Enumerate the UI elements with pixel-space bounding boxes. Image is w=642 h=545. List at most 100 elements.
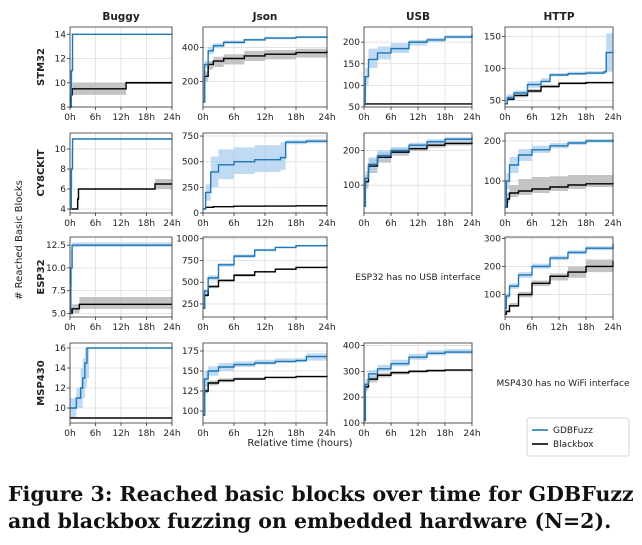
x-tick-label: 12h: [112, 323, 129, 333]
x-tick-label: 18h: [287, 219, 304, 229]
x-tick-label: 18h: [577, 323, 594, 333]
x-tick-label: 12h: [550, 113, 567, 123]
x-tick-label: 24h: [463, 429, 480, 439]
x-tick-label: 18h: [436, 219, 453, 229]
x-tick-label: 6h: [228, 113, 239, 123]
y-tick-label: 250: [182, 300, 199, 310]
series-line-blackbox: [70, 183, 172, 210]
x-tick-label: 6h: [526, 113, 537, 123]
panel-stm32-buggy: 0h 6h 12h 18h 24h 8 10 12 14: [55, 26, 181, 123]
y-tick-label: 250: [182, 183, 199, 193]
x-tick-label: 24h: [163, 429, 180, 439]
series-line-gdbfuzz: [70, 347, 172, 409]
x-tick-label: 24h: [318, 429, 335, 439]
x-tick-label: 24h: [604, 113, 621, 123]
x-tick-label: 6h: [385, 113, 396, 123]
legend-label-blackbox: Blackbox: [553, 440, 594, 450]
x-tick-label: 0h: [197, 429, 208, 439]
y-tick-label: 500: [182, 158, 199, 168]
series-line-gdbfuzz: [364, 34, 473, 106]
x-tick-label: 18h: [577, 219, 594, 229]
series-line-blackbox: [203, 50, 328, 103]
y-tick-label: 300: [484, 234, 501, 244]
x-tick-label: 6h: [228, 323, 239, 333]
x-tick-label: 0h: [64, 219, 75, 229]
y-tick-label: 750: [182, 132, 199, 142]
row-label-cy8ckit: CY8CKIT: [36, 149, 47, 196]
series-line-blackbox: [505, 81, 614, 105]
row-label-msp430: MSP430: [36, 360, 47, 405]
y-tick-label: 400: [343, 342, 360, 352]
legend-box: [526, 417, 630, 457]
y-tick-label: 14: [55, 30, 67, 40]
x-tick-label: 24h: [318, 323, 335, 333]
series-line-blackbox: [203, 375, 328, 416]
band-gdbfuzz: [505, 33, 613, 104]
y-tick-label: 400: [182, 43, 199, 53]
y-tick-label: 1000: [176, 235, 199, 245]
x-tick-label: 6h: [90, 219, 101, 229]
y-tick-label: 50: [349, 103, 361, 113]
x-tick-label: 6h: [385, 429, 396, 439]
y-tick-label: 8: [60, 165, 66, 175]
x-tick-label: 18h: [138, 429, 155, 439]
x-tick-label: 6h: [526, 323, 537, 333]
x-tick-label: 0h: [64, 113, 75, 123]
panel-msp430-usb: 0h 6h 12h 18h 24h 100 200 300 400: [343, 342, 481, 439]
series-line-gdbfuzz: [364, 137, 473, 207]
panel-msp430-buggy: 0h 6h 12h 18h 24h 10 12 14 16: [55, 342, 181, 439]
y-tick-label: 14: [55, 364, 67, 374]
y-tick-label: 100: [484, 65, 501, 75]
x-tick-label: 12h: [112, 429, 129, 439]
x-tick-label: 24h: [604, 323, 621, 333]
y-tick-label: 150: [182, 367, 199, 377]
y-tick-label: 100: [343, 81, 360, 91]
panel-esp32-http: 0h 6h 12h 18h 24h 100 200 300: [484, 234, 622, 333]
panel-stm32-usb: 0h 6h 12h 18h 24h 50 100 150 200: [343, 26, 481, 123]
x-tick-label: 0h: [499, 219, 510, 229]
y-tick-label: 100: [343, 181, 360, 191]
x-tick-label: 12h: [550, 323, 567, 333]
panel-esp32-json: 0h 6h 12h 18h 24h 250 500 750 1000: [176, 235, 335, 333]
y-tick-label: 750: [182, 256, 199, 266]
y-tick-label: 10: [55, 404, 67, 414]
x-tick-label: 24h: [318, 219, 335, 229]
x-tick-label: 18h: [138, 219, 155, 229]
y-tick-label: 125: [182, 387, 199, 397]
x-tick-label: 18h: [436, 113, 453, 123]
x-tick-label: 6h: [385, 219, 396, 229]
y-tick-label: 12: [55, 55, 66, 65]
x-tick-label: 12h: [409, 219, 426, 229]
y-tick-label: 100: [182, 407, 199, 417]
x-tick-label: 12h: [409, 429, 426, 439]
panel-cy8ckit-usb: 0h 6h 12h 18h 24h 100 200: [343, 132, 481, 229]
y-tick-label: 10: [55, 145, 67, 155]
series-line-gdbfuzz: [70, 138, 172, 210]
y-tick-label: 500: [182, 278, 199, 288]
y-tick-label: 100: [484, 291, 501, 301]
band-blackbox: [70, 297, 172, 314]
panel-cy8ckit-http: 0h 6h 12h 18h 24h 100 200: [484, 132, 622, 229]
y-tick-label: 6: [60, 185, 66, 195]
note-msp430-no-wifi: MSP430 has no WiFi interface: [496, 379, 629, 389]
x-tick-label: 18h: [436, 429, 453, 439]
x-tick-label: 0h: [197, 219, 208, 229]
x-tick-label: 24h: [163, 219, 180, 229]
band-blackbox: [70, 81, 172, 107]
y-tick-label: 175: [182, 347, 199, 357]
x-tick-label: 12h: [550, 219, 567, 229]
y-tick-label: 200: [484, 137, 501, 147]
y-tick-label: 5.0: [52, 309, 67, 319]
series-line-gdbfuzz: [203, 36, 328, 103]
column-title-json: Json: [252, 11, 278, 23]
column-title-usb: USB: [406, 11, 430, 23]
series-line-gdbfuzz: [364, 351, 473, 422]
y-tick-label: 4: [60, 205, 66, 215]
y-tick-label: 12: [55, 384, 66, 394]
series-line-gdbfuzz: [505, 139, 614, 208]
y-tick-label: 150: [343, 60, 360, 70]
y-tick-label: 16: [55, 344, 67, 354]
series-line-blackbox: [203, 266, 328, 310]
x-tick-label: 0h: [64, 429, 75, 439]
x-tick-label: 6h: [228, 429, 239, 439]
